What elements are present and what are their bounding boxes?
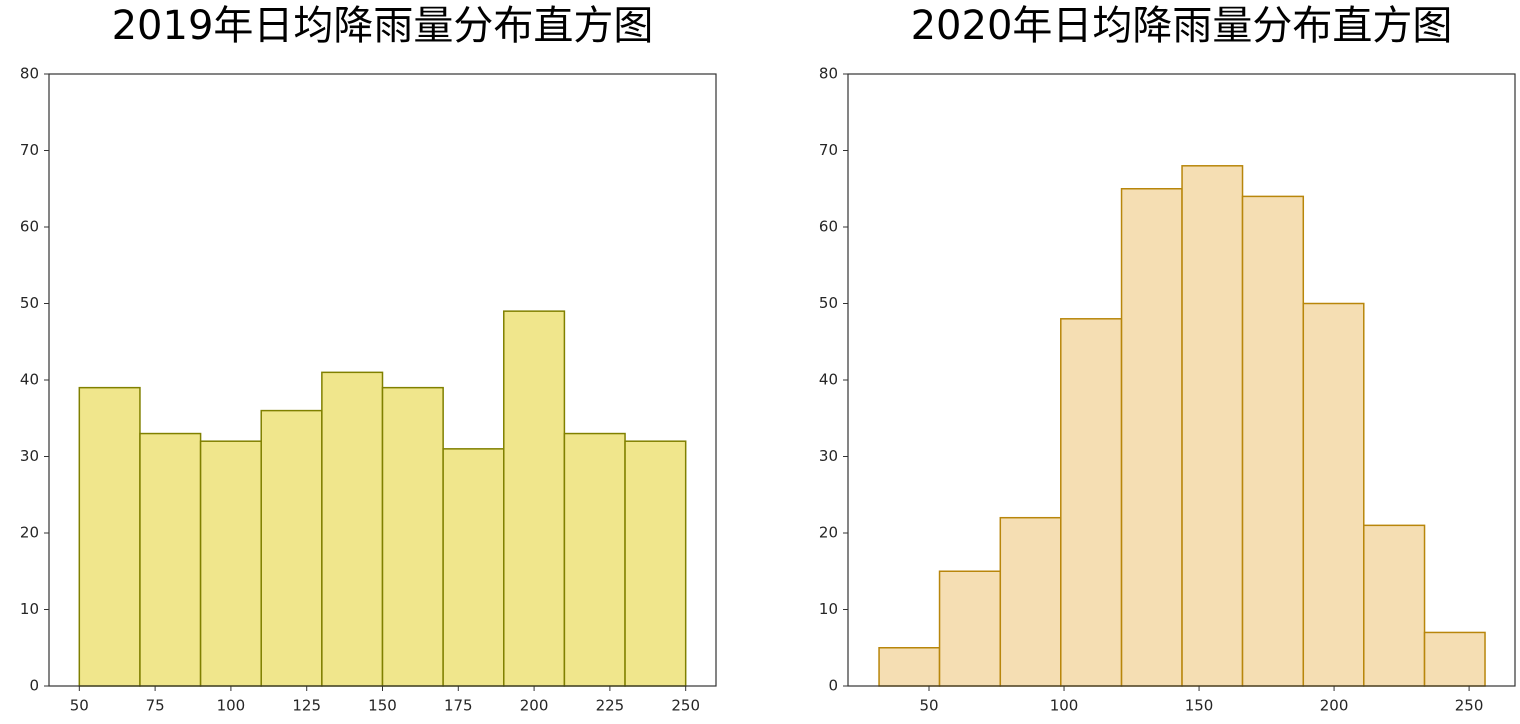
- x-tick-label: 125: [292, 697, 321, 715]
- histogram-bar: [1302, 302, 1365, 687]
- histogram-bar: [1363, 524, 1426, 687]
- x-tick-label: 50: [70, 697, 89, 715]
- y-tick-label: 10: [20, 600, 39, 618]
- histogram-bar: [503, 310, 566, 687]
- x-tick-label: 250: [1455, 697, 1484, 715]
- x-tick-label: 250: [671, 697, 700, 715]
- histogram-bar: [624, 440, 687, 687]
- histogram-bar: [1181, 165, 1244, 687]
- x-tick-label: 150: [368, 697, 397, 715]
- x-tick-label: 150: [1185, 697, 1214, 715]
- histogram-bar: [1120, 188, 1183, 687]
- histogram-bar: [1060, 318, 1123, 687]
- histogram-bar: [321, 371, 384, 687]
- y-tick-label: 50: [819, 294, 838, 312]
- y-tick-label: 80: [819, 65, 838, 83]
- histogram-bar: [139, 432, 202, 687]
- y-tick-label: 0: [828, 677, 838, 695]
- x-tick-label: 100: [217, 697, 246, 715]
- x-tick-label: 50: [919, 697, 938, 715]
- chart-title: 2020年日均降雨量分布直方图: [911, 3, 1453, 49]
- histogram-bar: [938, 570, 1002, 687]
- y-tick-label: 30: [20, 447, 39, 465]
- chart-title: 2019年日均降雨量分布直方图: [112, 3, 654, 49]
- x-tick-label: 200: [520, 697, 549, 715]
- histogram-bar: [199, 440, 262, 687]
- y-tick-label: 30: [819, 447, 838, 465]
- x-tick-label: 175: [444, 697, 473, 715]
- y-tick-label: 40: [819, 371, 838, 389]
- y-tick-label: 70: [20, 141, 39, 159]
- y-tick-label: 60: [20, 218, 39, 236]
- x-tick-label: 75: [146, 697, 165, 715]
- histogram-bar: [1423, 631, 1486, 687]
- y-tick-label: 70: [819, 141, 838, 159]
- histogram-bar: [999, 516, 1062, 687]
- histogram-bar: [878, 647, 941, 687]
- x-tick-label: 200: [1320, 697, 1349, 715]
- x-tick-label: 100: [1050, 697, 1079, 715]
- histogram-bar: [260, 409, 323, 687]
- y-tick-label: 60: [819, 218, 838, 236]
- histogram-bar: [563, 432, 626, 687]
- y-tick-label: 50: [20, 294, 39, 312]
- x-tick-label: 225: [596, 697, 625, 715]
- y-tick-label: 0: [29, 677, 39, 695]
- y-tick-label: 40: [20, 371, 39, 389]
- y-tick-label: 10: [819, 600, 838, 618]
- histogram-bar: [1241, 195, 1305, 687]
- histogram-bar: [78, 386, 141, 687]
- histogram-bar: [381, 386, 444, 687]
- histogram-bar: [442, 448, 505, 687]
- y-tick-label: 80: [20, 65, 39, 83]
- y-tick-label: 20: [20, 524, 39, 542]
- y-tick-label: 20: [819, 524, 838, 542]
